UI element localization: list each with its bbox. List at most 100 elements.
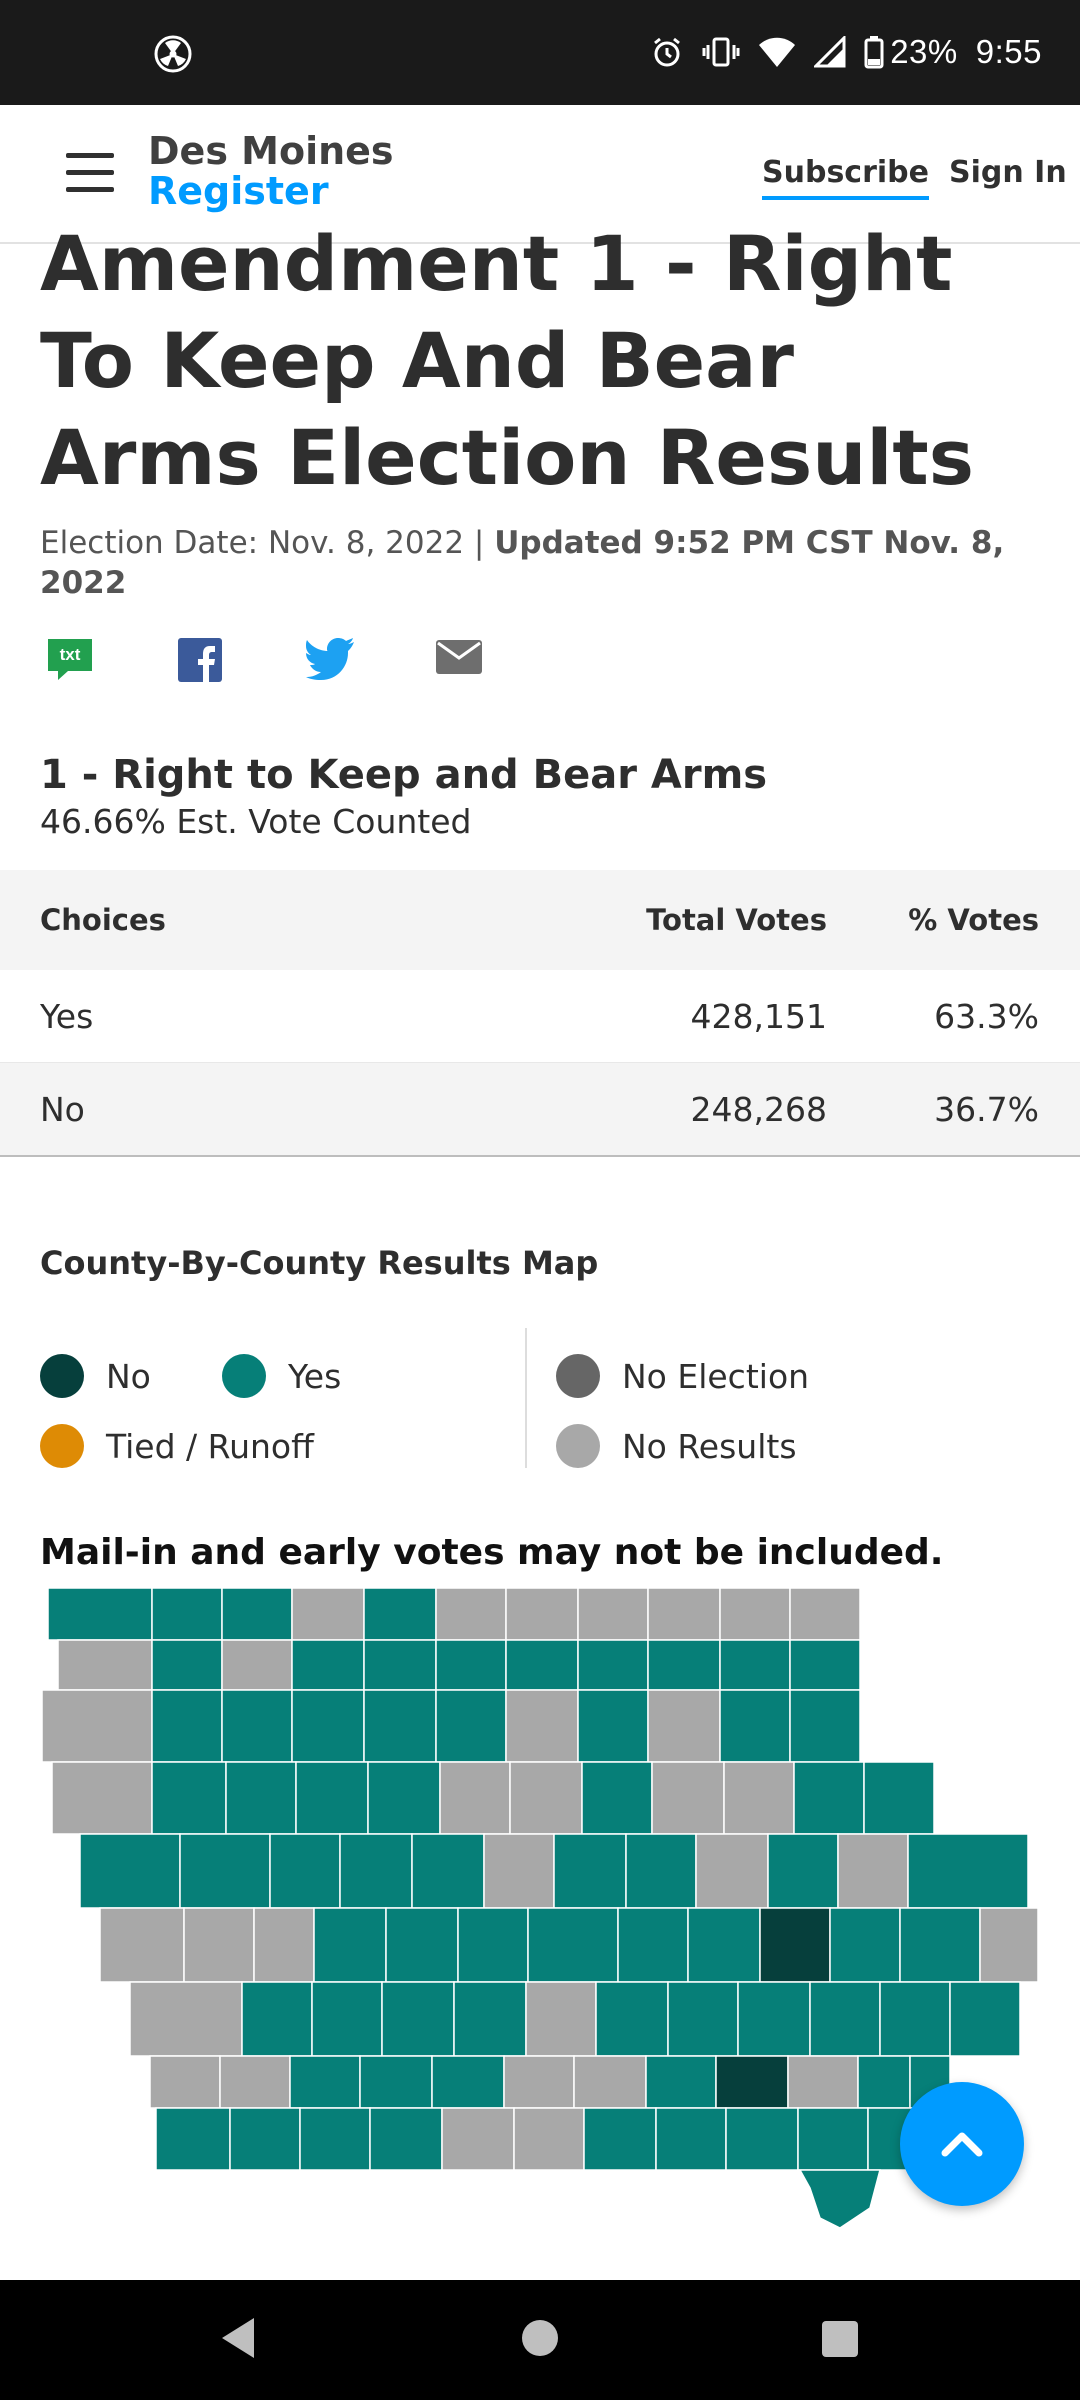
county-shape[interactable] [363, 1689, 437, 1763]
county-shape[interactable] [723, 1761, 795, 1835]
county-shape[interactable] [457, 1907, 529, 1983]
county-shape[interactable] [789, 1639, 861, 1691]
county-shape[interactable] [311, 1981, 383, 2057]
county-shape[interactable] [787, 2055, 859, 2109]
county-shape[interactable] [151, 1588, 223, 1641]
county-shape[interactable] [625, 1833, 697, 1909]
county-shape[interactable] [179, 1833, 271, 1909]
county-shape[interactable] [617, 1907, 689, 1983]
email-icon[interactable] [434, 636, 482, 684]
county-shape[interactable] [899, 1907, 981, 1983]
county-shape[interactable] [651, 1761, 725, 1835]
county-shape[interactable] [647, 1639, 721, 1691]
county-shape[interactable] [253, 1907, 315, 1983]
county-shape[interactable] [435, 1689, 507, 1763]
county-shape[interactable] [291, 1588, 365, 1641]
county-shape[interactable] [525, 1981, 597, 2057]
county-shape[interactable] [367, 1761, 441, 1835]
county-shape[interactable] [505, 1639, 579, 1691]
county-shape[interactable] [687, 1907, 761, 1983]
county-shape[interactable] [219, 2055, 291, 2109]
county-shape[interactable] [339, 1833, 413, 1909]
county-shape[interactable] [719, 1639, 791, 1691]
recent-apps-icon[interactable] [822, 2321, 858, 2357]
county-shape[interactable] [385, 1907, 459, 1983]
county-shape[interactable] [149, 2055, 221, 2109]
county-shape[interactable] [655, 2107, 727, 2171]
county-shape[interactable] [527, 1907, 619, 1983]
county-shape[interactable] [879, 1981, 951, 2057]
county-shape[interactable] [363, 1588, 437, 1641]
county-shape[interactable] [857, 2055, 911, 2109]
county-shape[interactable] [577, 1588, 649, 1641]
county-shape[interactable] [715, 2055, 789, 2109]
county-shape[interactable] [907, 1833, 1029, 1909]
county-shape[interactable] [798, 2169, 881, 2229]
county-shape[interactable] [435, 1588, 507, 1641]
county-shape[interactable] [221, 1588, 293, 1641]
county-shape[interactable] [829, 1907, 901, 1983]
county-shape[interactable] [241, 1981, 313, 2057]
county-shape[interactable] [221, 1689, 293, 1763]
county-shape[interactable] [577, 1639, 649, 1691]
county-shape[interactable] [719, 1689, 791, 1763]
county-shape[interactable] [295, 1761, 369, 1835]
county-shape[interactable] [595, 1981, 669, 2057]
county-shape[interactable] [789, 1588, 861, 1641]
county-shape[interactable] [505, 1689, 579, 1763]
county-shape[interactable] [725, 2107, 799, 2171]
county-shape[interactable] [299, 2107, 371, 2171]
county-shape[interactable] [949, 1981, 1021, 2057]
county-shape[interactable] [483, 1833, 555, 1909]
county-shape[interactable] [229, 2107, 301, 2171]
county-shape[interactable] [221, 1639, 293, 1691]
county-shape[interactable] [453, 1981, 527, 2057]
sign-in-link[interactable]: Sign In [949, 155, 1067, 190]
home-icon[interactable] [522, 2320, 558, 2356]
county-shape[interactable] [41, 1689, 153, 1763]
county-shape[interactable] [505, 1588, 579, 1641]
county-shape[interactable] [577, 1689, 649, 1763]
facebook-icon[interactable] [176, 636, 224, 684]
county-shape[interactable] [151, 1639, 223, 1691]
county-shape[interactable] [369, 2107, 443, 2171]
county-shape[interactable] [439, 1761, 511, 1835]
county-shape[interactable] [979, 1907, 1039, 1983]
twitter-icon[interactable] [306, 636, 354, 684]
county-shape[interactable] [47, 1588, 153, 1641]
site-logo[interactable]: Des Moines Register [148, 131, 394, 211]
county-shape[interactable] [441, 2107, 515, 2171]
county-shape[interactable] [793, 1761, 865, 1835]
county-shape[interactable] [313, 1907, 387, 1983]
county-shape[interactable] [645, 2055, 717, 2109]
county-shape[interactable] [411, 1833, 485, 1909]
county-shape[interactable] [503, 2055, 575, 2109]
county-shape[interactable] [513, 2107, 585, 2171]
county-shape[interactable] [291, 1689, 365, 1763]
sms-icon[interactable]: txt [46, 636, 94, 684]
hamburger-menu-icon[interactable] [66, 153, 114, 193]
county-shape[interactable] [737, 1981, 811, 2057]
county-shape[interactable] [647, 1689, 721, 1763]
county-shape[interactable] [553, 1833, 627, 1909]
county-shape[interactable] [647, 1588, 721, 1641]
subscribe-link[interactable]: Subscribe [762, 155, 929, 200]
county-shape[interactable] [789, 1689, 861, 1763]
county-shape[interactable] [863, 1761, 935, 1835]
county-shape[interactable] [667, 1981, 739, 2057]
county-shape[interactable] [695, 1833, 769, 1909]
county-shape[interactable] [583, 2107, 657, 2171]
county-shape[interactable] [291, 1639, 365, 1691]
county-shape[interactable] [269, 1833, 341, 1909]
county-shape[interactable] [363, 1639, 437, 1691]
county-shape[interactable] [151, 1761, 227, 1835]
county-shape[interactable] [289, 2055, 361, 2109]
county-shape[interactable] [155, 2107, 231, 2171]
county-shape[interactable] [573, 2055, 647, 2109]
county-shape[interactable] [797, 2107, 869, 2171]
county-shape[interactable] [183, 1907, 255, 1983]
county-shape[interactable] [767, 1833, 839, 1909]
county-shape[interactable] [151, 1689, 223, 1763]
county-shape[interactable] [759, 1907, 831, 1983]
county-shape[interactable] [837, 1833, 909, 1909]
